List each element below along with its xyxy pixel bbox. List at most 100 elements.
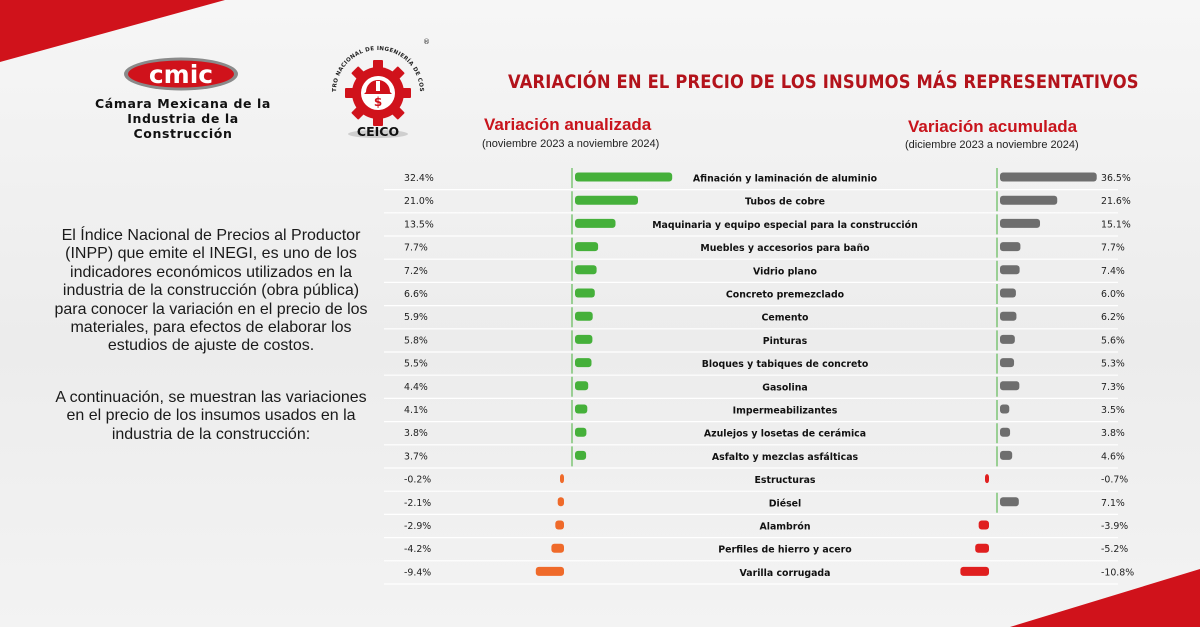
category-label: Impermeabilizantes [733,406,838,417]
cmic-name-line1: Cámara Mexicana de la [95,96,271,111]
accumulated-value-label: 6.0% [1101,289,1125,300]
accumulated-value-label: 15.1% [1101,219,1131,230]
category-label: Azulejos y losetas de cerámica [704,429,866,440]
category-label: Asfalto y mezclas asfálticas [712,452,859,463]
annual-value-label: -2.1% [404,498,431,509]
annual-value-label: 4.4% [404,382,428,393]
cmic-name: Cámara Mexicana de la Industria de la Co… [88,96,278,141]
annual-bar [575,172,673,182]
annual-bar [555,520,564,530]
accumulated-bar [1000,195,1058,205]
annual-value-label: 32.4% [404,173,434,184]
accumulated-value-label: 21.6% [1101,196,1131,207]
accumulated-bar [1000,265,1020,275]
ceico-logo: CENTRO NACIONAL DE INGENIERÍA DE COSTOS … [322,30,430,139]
annual-bar [575,358,592,368]
category-label: Afinación y laminación de aluminio [693,174,878,185]
accumulated-value-label: 6.2% [1101,312,1125,323]
accumulated-bar [1000,427,1011,437]
accumulated-value-label: 7.7% [1101,243,1125,254]
annual-bar [575,427,587,437]
annual-bar [575,265,597,275]
annual-value-label: 13.5% [404,219,434,230]
annual-bar [575,195,638,205]
intro-paragraph-2: A continuación, se muestran las variacio… [55,389,367,443]
annual-bar [575,288,595,298]
annual-value-label: 5.5% [404,359,428,370]
annual-value-label: 5.8% [404,335,428,346]
accumulated-bar [1000,381,1020,391]
accumulated-bar [1000,242,1021,252]
accumulated-value-label: -3.9% [1101,521,1128,532]
annual-bar [575,311,593,321]
annual-bar [535,566,564,576]
category-label: Tubos de cobre [745,197,825,208]
accumulated-bar [1000,334,1015,344]
category-label: Alambrón [759,522,810,533]
accumulated-value-label: -5.2% [1101,544,1128,555]
category-label: Bloques y tabiques de concreto [702,359,869,370]
category-label: Maquinaria y equipo especial para la con… [652,220,918,231]
accumulated-value-label: -10.8% [1101,567,1134,578]
cmic-logo: cmic [124,57,238,91]
accumulated-bar [1000,288,1016,298]
category-label: Pinturas [763,336,808,347]
category-label: Perfiles de hierro y acero [718,545,852,556]
accumulated-value-label: 7.4% [1101,266,1125,277]
annual-value-label: 6.6% [404,289,428,300]
intro-paragraph-1: El Índice Nacional de Precios al Product… [54,227,368,355]
registered-mark: ® [423,38,430,46]
top-left-red-corner [0,0,225,62]
category-label: Varilla corrugada [740,568,831,579]
accumulated-value-label: 4.6% [1101,451,1125,462]
annual-value-label: 3.8% [404,428,428,439]
accumulated-value-label: 5.3% [1101,359,1125,370]
category-label: Estructuras [754,475,815,486]
category-label: Muebles y accesorios para baño [700,243,870,254]
annual-bar [575,218,616,228]
annual-value-label: -9.4% [404,567,431,578]
annual-bar [575,404,588,414]
category-label: Concreto premezclado [726,290,845,301]
category-label: Cemento [762,313,810,324]
accumulated-value-label: 36.5% [1101,173,1131,184]
annual-bar [575,381,589,391]
series-annual-period: (noviembre 2023 a noviembre 2024) [482,138,660,150]
svg-text:$: $ [374,95,382,109]
annual-bar [575,450,587,460]
accumulated-bar [1000,358,1015,368]
gear-icon: $ [345,60,411,126]
annual-value-label: -4.2% [404,544,431,555]
category-label: Diésel [769,498,802,509]
annual-value-label: 7.2% [404,266,428,277]
annual-value-label: 3.7% [404,451,428,462]
chart-title: VARIACIÓN EN EL PRECIO DE LOS INSUMOS MÁ… [508,71,1139,93]
annual-value-label: 4.1% [404,405,428,416]
annual-value-label: 21.0% [404,196,434,207]
annual-value-label: 5.9% [404,312,428,323]
accumulated-bar [1000,450,1013,460]
accumulated-bar [1000,404,1010,414]
accumulated-value-label: 7.3% [1101,382,1125,393]
accumulated-value-label: 5.6% [1101,335,1125,346]
accumulated-bar [1000,172,1097,182]
accumulated-bar [975,543,989,553]
ceico-label: CEICO [357,124,399,139]
cmic-name-line2: Industria de la Construcción [127,111,239,141]
annual-bar [575,334,593,344]
accumulated-bar [1000,218,1041,228]
cmic-logo-text: cmic [149,60,213,89]
accumulated-bar [960,566,989,576]
annual-bar [551,543,564,553]
annual-value-label: -2.9% [404,521,431,532]
series-accumulated-period: (diciembre 2023 a noviembre 2024) [905,139,1079,151]
accumulated-bar [978,520,989,530]
annual-value-label: 7.7% [404,243,428,254]
category-label: Vidrio plano [753,266,817,277]
accumulated-bar [985,474,989,484]
accumulated-value-label: 3.5% [1101,405,1125,416]
category-label: Gasolina [762,382,807,393]
accumulated-value-label: 7.1% [1101,498,1125,509]
annual-value-label: -0.2% [404,475,431,486]
